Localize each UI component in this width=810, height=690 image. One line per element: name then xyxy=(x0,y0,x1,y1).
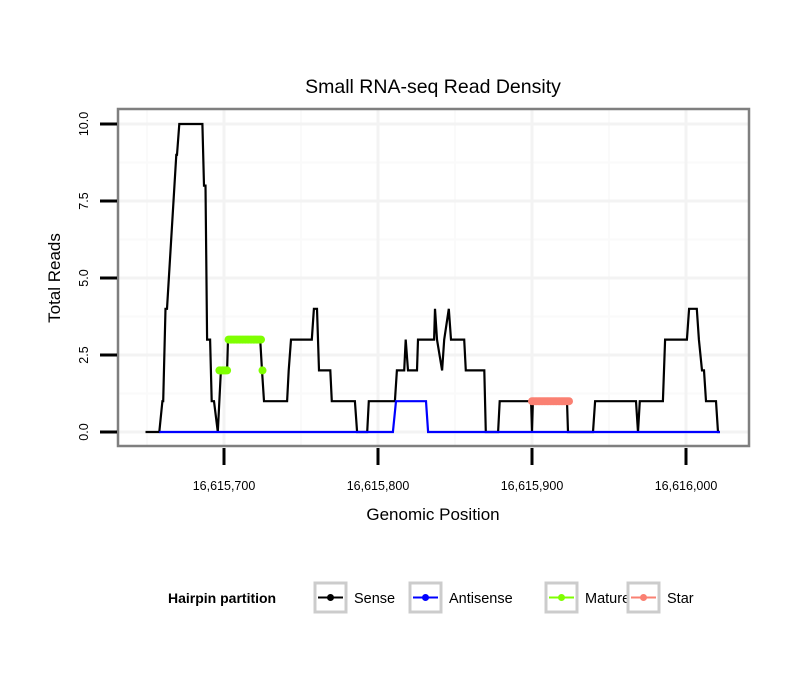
x-tick-label: 16,615,800 xyxy=(347,479,410,493)
series-line-antisense xyxy=(159,400,720,434)
legend-key-point xyxy=(422,594,429,601)
y-axis: 0.0 2.5 5.0 7.5 10.0 xyxy=(77,112,117,441)
legend-label: Star xyxy=(667,591,694,607)
legend-item-antisense: Antisense xyxy=(408,581,513,614)
x-tick-label: 16,616,000 xyxy=(655,479,718,493)
legend: Hairpin partition Sense Antisense Mature St… xyxy=(168,581,694,614)
y-tick-label: 10.0 xyxy=(77,112,91,136)
data-point-mature xyxy=(258,366,267,375)
y-tick-label: 2.5 xyxy=(77,346,91,363)
legend-title: Hairpin partition xyxy=(168,590,276,606)
legend-key-point xyxy=(327,594,334,601)
x-tick-label: 16,615,700 xyxy=(193,479,256,493)
series-layer xyxy=(145,122,720,434)
legend-label: Antisense xyxy=(449,591,513,607)
x-tick-label: 16,615,900 xyxy=(501,479,564,493)
legend-item-mature: Mature xyxy=(544,581,630,614)
y-axis-title: Total Reads xyxy=(45,233,64,323)
legend-key-point xyxy=(558,594,565,601)
grid-major xyxy=(118,109,749,446)
legend-item-star: Star xyxy=(626,581,694,614)
x-axis-title: Genomic Position xyxy=(366,505,499,524)
data-point-mature xyxy=(257,335,265,344)
series-line-sense xyxy=(145,122,720,434)
legend-item-sense: Sense xyxy=(313,581,395,614)
data-point-mature xyxy=(223,366,232,375)
legend-label: Sense xyxy=(354,591,395,607)
x-axis: 16,615,700 16,615,800 16,615,900 16,616,000 xyxy=(193,448,718,493)
chart-title: Small RNA-seq Read Density xyxy=(305,76,561,98)
y-tick-label: 0.0 xyxy=(77,423,91,440)
legend-label: Mature xyxy=(585,591,630,607)
legend-key-point xyxy=(640,594,647,601)
y-tick-label: 5.0 xyxy=(77,269,91,286)
y-tick-label: 7.5 xyxy=(77,192,91,209)
data-point-star xyxy=(565,397,573,406)
plot-border xyxy=(116,107,751,448)
